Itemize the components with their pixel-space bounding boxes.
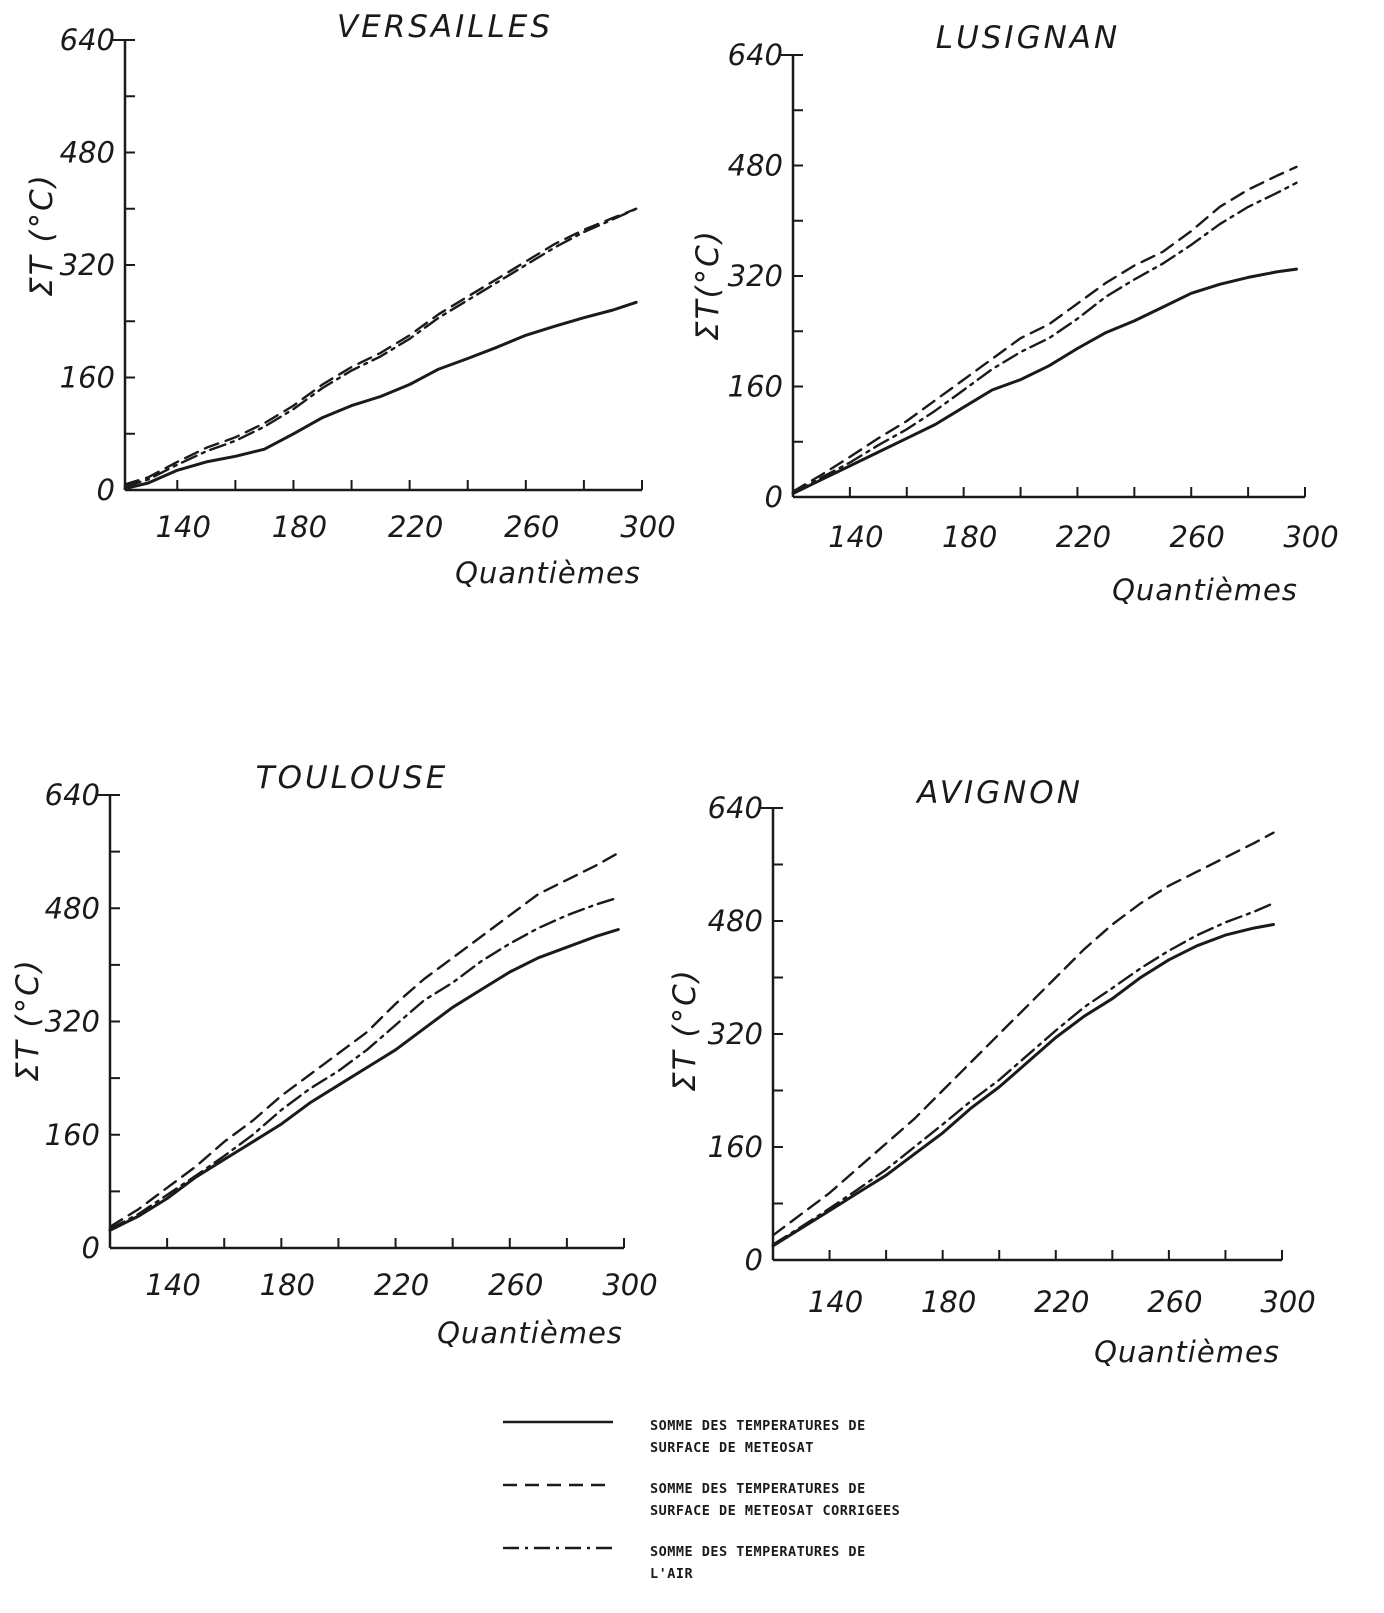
x-tick-label: 180: [921, 1285, 976, 1319]
legend-label: SOMME DES TEMPERATURES DE: [650, 1544, 866, 1560]
chart-panel-toulouse: TOULOUSE 0 160 320 480 640 140 180 220 260 300 Quan…: [10, 760, 658, 1350]
series-line-meteosat-corrigees: [123, 207, 638, 486]
series-line-meteosat: [123, 300, 638, 491]
chart-panel-lusignan: LUSIGNAN 0 160 320 480 640 140 180 220 260 300 Quan…: [690, 20, 1339, 607]
series-line-meteosat: [771, 923, 1275, 1248]
y-tick-label: 160: [708, 1130, 763, 1164]
x-axis-label: Quantièmes: [455, 556, 641, 590]
x-tick-label: 300: [1260, 1285, 1315, 1319]
series-line-meteosat-corrigees: [791, 165, 1298, 493]
series-line-air: [108, 896, 620, 1231]
y-tick-label: 320: [45, 1005, 100, 1039]
x-tick-label: 180: [942, 520, 997, 554]
x-tick-label: 140: [828, 520, 883, 554]
x-tick-label: 300: [1283, 520, 1338, 554]
y-tick-label: 0: [745, 1243, 763, 1277]
y-tick-label: 0: [82, 1231, 100, 1265]
y-tick-label: 320: [60, 248, 115, 282]
legend: SOMME DES TEMPERATURES DE SURFACE DE METE…: [503, 1418, 900, 1582]
legend-label: SOMME DES TEMPERATURES DE: [650, 1481, 866, 1497]
y-tick-label: 160: [728, 370, 783, 404]
y-tick-label: 320: [708, 1017, 763, 1051]
x-tick-label: 260: [1147, 1285, 1202, 1319]
legend-label: SOMME DES TEMPERATURES DE: [650, 1418, 866, 1434]
x-tick-label: 140: [145, 1268, 200, 1302]
x-tick-label: 220: [374, 1268, 429, 1302]
x-tick-label: 260: [1170, 520, 1225, 554]
legend-label: SURFACE DE METEOSAT CORRIGEES: [650, 1503, 900, 1519]
x-tick-label: 220: [1034, 1285, 1089, 1319]
x-tick-label: 260: [504, 510, 559, 544]
legend-label: SURFACE DE METEOSAT: [650, 1440, 814, 1456]
x-tick-label: 220: [388, 510, 443, 544]
series-line-air: [791, 181, 1298, 495]
y-tick-label: 640: [45, 778, 100, 812]
x-tick-label: 300: [602, 1268, 657, 1302]
legend-label: L'AIR: [650, 1566, 694, 1582]
x-tick-label: 140: [156, 510, 211, 544]
chart-title: LUSIGNAN: [936, 20, 1120, 56]
chart-title: TOULOUSE: [256, 760, 449, 796]
y-tick-label: 480: [708, 904, 763, 938]
chart-title: AVIGNON: [915, 775, 1083, 811]
series-line-air: [123, 207, 638, 488]
series-line-meteosat-corrigees: [108, 851, 620, 1229]
x-axis-label: Quantièmes: [1112, 573, 1298, 607]
x-tick-label: 300: [620, 510, 675, 544]
series-line-meteosat: [108, 928, 620, 1232]
series-line-air: [771, 902, 1275, 1246]
y-axis-label: ΣT (°C): [667, 968, 703, 1092]
chart-panel-versailles: VERSAILLES 0 160 320 480 640 140 180 220 260 300 Qu…: [24, 9, 676, 590]
x-tick-label: 220: [1056, 520, 1111, 554]
y-axis-label: ΣT(°C): [690, 229, 726, 341]
y-tick-label: 480: [728, 149, 783, 183]
y-tick-label: 640: [728, 38, 783, 72]
series-line-meteosat-corrigees: [771, 831, 1275, 1237]
y-tick-label: 640: [60, 23, 115, 57]
y-tick-label: 640: [708, 791, 763, 825]
chart-panel-avignon: AVIGNON 0 160 320 480 640 140 180 220 260 300 Quant…: [667, 775, 1316, 1369]
x-axis-label: Quantièmes: [437, 1316, 623, 1350]
y-tick-label: 320: [728, 259, 783, 293]
y-tick-label: 0: [765, 480, 783, 514]
y-tick-label: 480: [45, 891, 100, 925]
y-tick-label: 480: [60, 136, 115, 170]
x-tick-label: 140: [808, 1285, 863, 1319]
x-tick-label: 180: [260, 1268, 315, 1302]
y-tick-label: 0: [97, 473, 115, 507]
x-axis-label: Quantièmes: [1094, 1335, 1280, 1369]
y-axis-label: ΣT (°C): [10, 958, 46, 1082]
y-axis-label: ΣT (°C): [24, 173, 60, 297]
chart-title: VERSAILLES: [337, 9, 553, 45]
y-tick-label: 160: [60, 361, 115, 395]
x-tick-label: 180: [272, 510, 327, 544]
x-tick-label: 260: [488, 1268, 543, 1302]
series-line-meteosat: [791, 267, 1298, 495]
y-tick-label: 160: [45, 1118, 100, 1152]
